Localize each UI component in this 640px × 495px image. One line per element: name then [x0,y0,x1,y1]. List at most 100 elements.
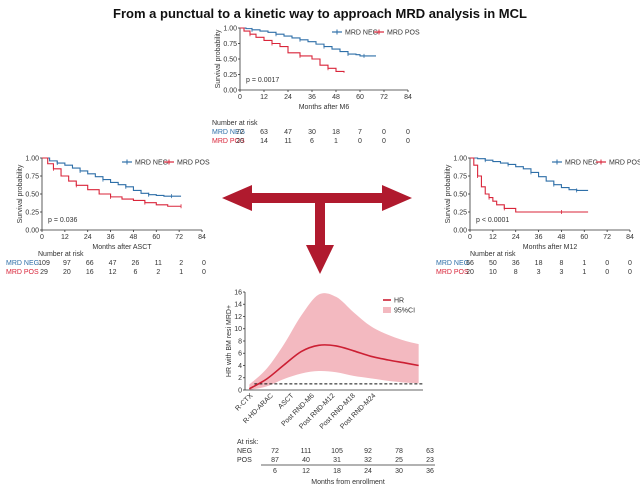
risk-value: 0 [605,260,609,267]
risk-header: Number at risk [38,251,84,258]
x-tick-label: 48 [130,234,138,241]
risk-value: 92 [364,448,372,455]
month-tick-label: 18 [333,468,341,475]
y-axis-label: Survival probability [445,164,452,223]
x-tick-label: 72 [175,234,183,241]
y-tick-label: 16 [234,289,242,296]
y-tick-label: 0.25 [453,209,467,216]
x-tick-label: 60 [356,94,364,101]
x-tick-label: 12 [61,234,69,241]
km-curve-pos [470,157,589,213]
risk-value: 12 [109,269,117,276]
km-curve-neg [470,157,589,191]
y-tick-label: 14 [234,302,242,309]
y-tick-label: 1.00 [223,25,237,32]
risk-value: 6 [310,138,314,145]
y-tick-label: 0.75 [25,173,39,180]
x-tick-label: 72 [603,234,611,241]
y-tick-label: 0.25 [223,72,237,79]
x-tick-label: 12 [489,234,497,241]
risk-value: 63 [260,129,268,136]
legend-label: HR [394,298,404,305]
y-tick-label: 0.50 [223,56,237,63]
risk-value: 0 [382,129,386,136]
risk-value: 72 [236,129,244,136]
risk-value: 109 [38,260,50,267]
risk-value: 2 [179,260,183,267]
km-plot-asct: 0.000.250.500.751.000 12 24 36 48 60 72 84Month… [6,155,210,276]
risk-value: 20 [63,269,71,276]
risk-value: 10 [489,269,497,276]
risk-value: 1 [334,138,338,145]
risk-value: 32 [364,457,372,464]
y-tick-label: 0.00 [453,227,467,234]
risk-value: 29 [40,269,48,276]
x-axis-label: Months after ASCT [92,244,152,251]
y-tick-label: 12 [234,314,242,321]
y-tick-label: 1.00 [453,155,467,162]
risk-value: 0 [605,269,609,276]
x-tick-label: 36 [308,94,316,101]
risk-value: 23 [426,457,434,464]
y-axis-label: Survival probability [17,164,24,223]
risk-header: Number at risk [212,120,258,127]
km-curve-pos [42,157,182,207]
legend-label: MRD NEG [565,160,598,167]
km-curve-neg [240,27,376,57]
x-tick-label: 60 [580,234,588,241]
hr-curve [248,344,419,390]
legend-label: MRD NEG [135,160,168,167]
risk-value: 25 [395,457,403,464]
risk-value: 26 [132,260,140,267]
risk-value: 20 [236,138,244,145]
risk-value: 111 [301,448,312,455]
risk-value: 66 [466,260,474,267]
risk-value: 66 [86,260,94,267]
risk-value: 0 [382,138,386,145]
risk-value: 2 [156,269,160,276]
risk-value: 0 [202,260,206,267]
risk-value: 0 [202,269,206,276]
risk-value: 18 [332,129,340,136]
risk-value: 18 [535,260,543,267]
risk-value: 16 [86,269,94,276]
ci-band [249,293,419,390]
risk-value: 11 [155,260,162,267]
risk-value: 11 [284,138,291,145]
y-tick-label: 0.50 [25,191,39,198]
x-tick-label: 36 [107,234,115,241]
risk-value: 1 [179,269,183,276]
risk-value: 1 [582,260,586,267]
risk-row-label: MRD NEG [6,260,39,267]
risk-value: 0 [406,129,410,136]
legend-label: MRD POS [177,160,210,167]
risk-value: 36 [512,260,520,267]
risk-value: 47 [284,129,292,136]
risk-value: 0 [628,269,632,276]
risk-row-label: MRD POS [6,269,39,276]
legend-label: MRD POS [609,160,640,167]
x-tick-label: 60 [152,234,160,241]
p-value: p = 0.0017 [246,77,279,84]
y-tick-label: 0.75 [453,173,467,180]
y-tick-label: 0.25 [25,209,39,216]
risk-value: 0 [406,138,410,145]
y-tick-label: 4 [238,363,242,370]
y-tick-label: 1.00 [25,155,39,162]
risk-value: 0 [628,260,632,267]
x-axis-label: Months from enrollment [311,479,385,486]
x-tick-label: 24 [284,94,292,101]
x-tick-label: 0 [238,94,242,101]
risk-row-label: POS [237,457,252,464]
y-tick-label: 0.00 [223,87,237,94]
legend-swatch-ci [383,307,391,313]
risk-value: 97 [63,260,71,267]
x-tick-label: 0 [468,234,472,241]
risk-value: 0 [358,138,362,145]
legend-label: MRD POS [387,30,420,37]
month-tick-label: 24 [364,468,372,475]
risk-header: Number at risk [470,251,516,258]
month-tick-label: 30 [395,468,403,475]
